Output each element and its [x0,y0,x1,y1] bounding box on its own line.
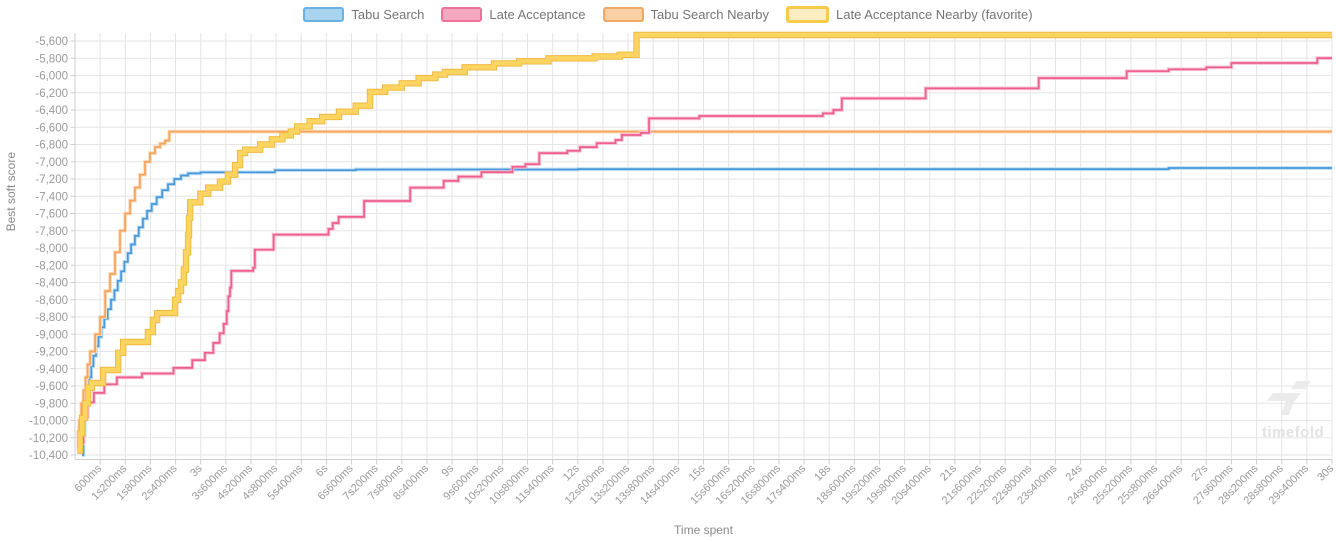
legend-item-late-acceptance[interactable]: Late Acceptance [441,7,586,22]
series-line-tabu-search-nearby [77,130,1332,448]
series-casing-tabu-search [81,166,1332,457]
chart-legend: Tabu Search Late Acceptance Tabu Search Ne… [0,6,1336,23]
series-casing-late-acceptance [77,56,1332,453]
y-tick-label: -8,400 [35,278,68,290]
y-tick-label: -6,400 [35,105,68,117]
series-line-tabu-search [82,167,1332,456]
y-tick-label: -6,800 [35,140,68,152]
y-tick-label: -10,400 [29,450,68,462]
series-line-late-acceptance [77,57,1332,452]
x-tick-label: 12s [561,462,582,483]
y-tick-label: -8,000 [35,243,68,255]
gridlines [74,33,1333,460]
y-tick-label: -7,600 [35,209,68,221]
series-lines [76,31,1332,457]
y-axis: -5,600 -5,800 -6,000 -6,200 -6,400 -6,600 -6,8… [29,36,75,462]
x-axis-title: Time spent [674,523,733,537]
y-tick-label: -7,800 [35,226,68,238]
legend-item-late-acceptance-nearby[interactable]: Late Acceptance Nearby (favorite) [786,6,1033,23]
y-tick-label: -6,200 [35,88,68,100]
y-tick-label: -9,000 [35,329,68,341]
timefold-logo-icon [1267,381,1311,415]
y-tick-label: -6,600 [35,122,68,134]
y-tick-label: -7,200 [35,174,68,186]
watermark-text: timefold [1261,424,1325,441]
legend-label: Tabu Search Nearby [650,7,770,22]
y-tick-label: -9,200 [35,347,68,359]
series-casing-late-acceptance-nearby [76,31,1332,454]
legend-item-tabu-search[interactable]: Tabu Search [303,7,424,22]
legend-label: Tabu Search [351,7,425,22]
legend-label: Late Acceptance Nearby (favorite) [836,7,1033,22]
legend-swatch-tabu-search [303,7,345,22]
y-tick-label: -9,600 [35,381,68,393]
x-tick-label: 30s [1315,462,1336,483]
x-tick-label: 6s [314,462,331,479]
y-tick-label: -9,400 [35,364,68,376]
y-axis-title: Best soft score [4,152,18,232]
y-tick-label: -8,200 [35,260,68,272]
x-tick-label: 24s [1064,462,1085,483]
y-tick-label: -5,800 [35,53,68,65]
x-tick-label: 15s [687,462,708,483]
y-tick-label: -6,000 [35,71,68,83]
x-tick-label: 3s [188,462,205,479]
y-tick-label: -8,600 [35,295,68,307]
timefold-watermark: timefold [1258,380,1328,441]
x-tick-label: 9s [440,462,457,479]
x-tick-label: 18s [812,462,833,483]
y-tick-label: -7,400 [35,191,68,203]
y-tick-label: -5,600 [35,36,68,48]
x-tick-label: 21s [938,462,959,483]
y-tick-label: -8,800 [35,312,68,324]
legend-swatch-late-acceptance-nearby [786,6,830,23]
series-line-late-acceptance-nearby [77,32,1332,453]
legend-label: Late Acceptance [489,7,586,22]
legend-item-tabu-search-nearby[interactable]: Tabu Search Nearby [602,7,770,22]
y-tick-label: -7,000 [35,157,68,169]
legend-swatch-tabu-search-nearby [602,7,644,22]
x-tick-label: 27s [1189,462,1210,483]
y-tick-label: -9,800 [35,398,68,410]
y-tick-label: -10,200 [29,433,68,445]
y-tick-label: -10,000 [29,416,68,428]
legend-swatch-late-acceptance [441,7,483,22]
